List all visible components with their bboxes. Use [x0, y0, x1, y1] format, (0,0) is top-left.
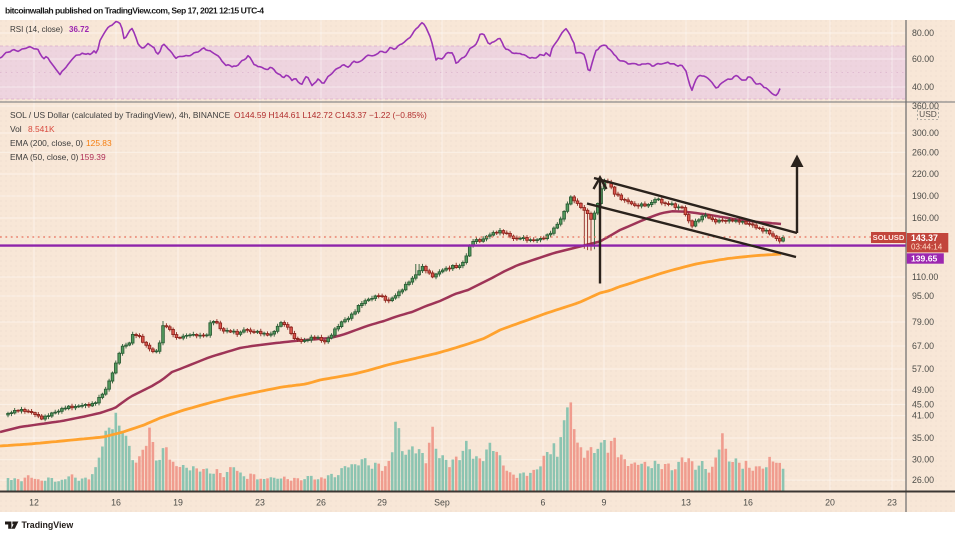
svg-text:95.00: 95.00 [912, 291, 934, 301]
svg-text:9: 9 [602, 498, 607, 508]
svg-text:35.00: 35.00 [912, 433, 934, 443]
svg-text:110.00: 110.00 [912, 272, 938, 282]
svg-text:16: 16 [111, 498, 121, 508]
svg-text:360.00: 360.00 [912, 101, 939, 111]
svg-text:Sep: Sep [434, 498, 450, 508]
svg-text:12: 12 [29, 498, 39, 508]
svg-text:67.00: 67.00 [912, 341, 934, 351]
svg-text:23: 23 [887, 498, 897, 508]
svg-text:19: 19 [173, 498, 183, 508]
svg-text:40.00: 40.00 [912, 82, 934, 92]
svg-text:26: 26 [316, 498, 326, 508]
svg-text:16: 16 [743, 498, 753, 508]
svg-text:190.00: 190.00 [912, 191, 939, 201]
svg-text:60.00: 60.00 [912, 54, 934, 64]
svg-text:USD: USD [919, 109, 937, 119]
svg-text:SOL / US Dollar (calculated by: SOL / US Dollar (calculated by TradingVi… [10, 110, 427, 120]
svg-text:300.00: 300.00 [912, 128, 939, 138]
svg-text:260.00: 260.00 [912, 147, 939, 157]
svg-text:160.00: 160.00 [912, 213, 939, 223]
svg-text:SOLUSD: SOLUSD [873, 233, 905, 242]
svg-text:EMA (50, close, 0)159.39: EMA (50, close, 0) 159.39 [10, 152, 106, 162]
svg-text:30.00: 30.00 [912, 455, 934, 465]
svg-text:80.00: 80.00 [912, 28, 934, 38]
svg-text:220.00: 220.00 [912, 169, 939, 179]
svg-text:20: 20 [825, 498, 835, 508]
svg-text:139.65: 139.65 [911, 253, 938, 263]
svg-text:29: 29 [377, 498, 387, 508]
svg-text:41.00: 41.00 [912, 411, 934, 421]
svg-text:bitcoinwallah published on Tra: bitcoinwallah published on TradingView.c… [5, 6, 264, 16]
svg-text:03:44:14: 03:44:14 [911, 243, 943, 252]
svg-text:RSI (14, close)36.72: RSI (14, close) 36.72 [10, 25, 90, 34]
svg-text:49.00: 49.00 [912, 385, 934, 395]
svg-text:23: 23 [255, 498, 265, 508]
svg-text:13: 13 [681, 498, 691, 508]
svg-text:26.00: 26.00 [912, 475, 934, 485]
svg-text:6: 6 [541, 498, 546, 508]
svg-text:143.37: 143.37 [911, 233, 938, 243]
svg-text:EMA (200, close, 0)125.83: EMA (200, close, 0) 125.83 [10, 138, 112, 148]
svg-text:TradingView: TradingView [22, 520, 74, 530]
svg-text:57.00: 57.00 [912, 364, 934, 374]
svg-text:45.00: 45.00 [912, 400, 934, 410]
svg-text:79.00: 79.00 [912, 317, 934, 327]
